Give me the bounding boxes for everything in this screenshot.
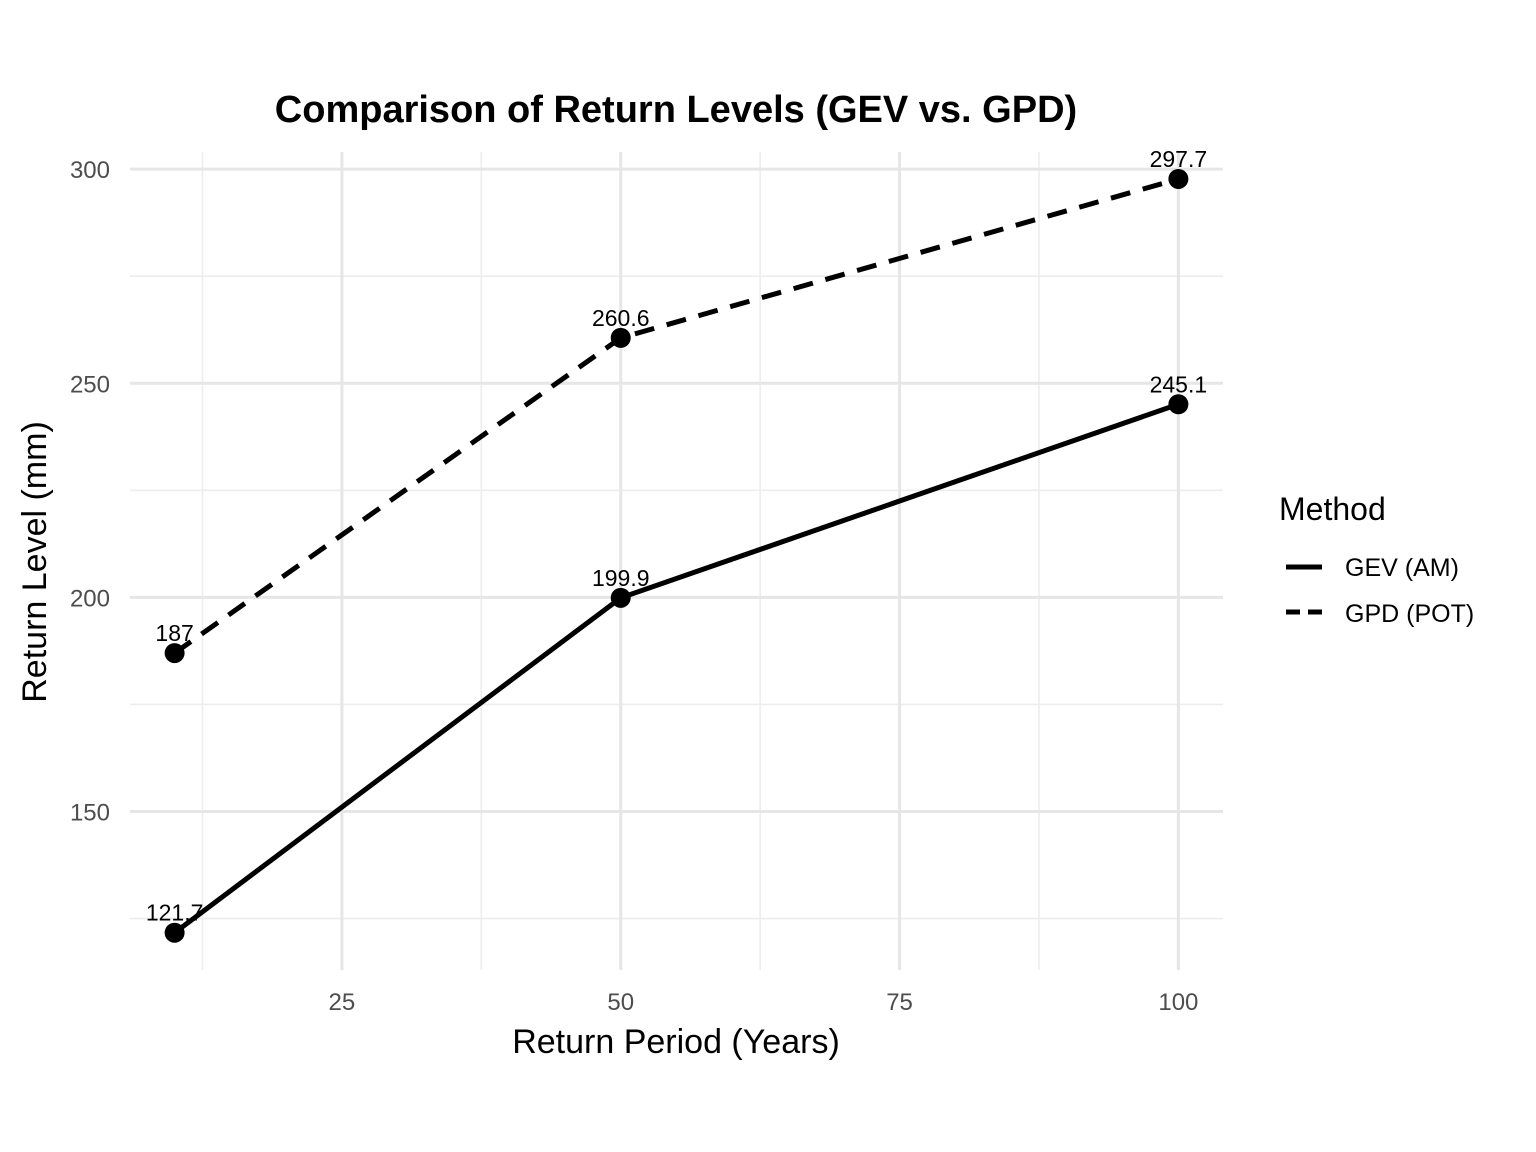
y-tick-label: 250: [70, 371, 110, 398]
x-tick-label: 50: [607, 989, 634, 1016]
series-line-gev: [173, 401, 1180, 935]
y-axis-ticks: 150 200 250 300: [70, 157, 110, 826]
y-tick-label: 150: [70, 800, 110, 827]
x-tick-label: 100: [1158, 989, 1198, 1016]
data-label: 260.6: [592, 305, 650, 331]
x-tick-label: 75: [886, 989, 913, 1016]
data-point: [1168, 168, 1189, 189]
data-label: 121.7: [146, 900, 204, 926]
y-tick-label: 300: [70, 157, 110, 184]
data-point: [610, 327, 631, 348]
y-tick-label: 200: [70, 585, 110, 612]
series-line-gpd: [173, 176, 1180, 656]
data-point: [610, 587, 631, 608]
y-axis-title: Return Level (mm): [16, 421, 54, 703]
chart-title: Comparison of Return Levels (GEV vs. GPD…: [275, 89, 1077, 131]
legend-title: Method: [1279, 491, 1386, 527]
x-tick-label: 25: [329, 989, 356, 1016]
x-axis-title: Return Period (Years): [512, 1023, 840, 1061]
legend: Method GEV (AM) GPD (POT): [1279, 491, 1474, 628]
data-label: 297.7: [1150, 146, 1208, 172]
grid: [130, 152, 1223, 970]
legend-label-gev: GEV (AM): [1345, 554, 1459, 582]
data-point: [1168, 394, 1189, 415]
x-axis-ticks: 25 50 75 100: [329, 989, 1199, 1016]
data-point: [164, 922, 185, 943]
data-labels: 121.7 199.9 245.1 187 260.6 297.7: [146, 146, 1207, 926]
data-points: [164, 168, 1189, 943]
series-lines: [173, 176, 1180, 935]
data-label: 199.9: [592, 565, 650, 591]
data-point: [164, 643, 185, 664]
data-label: 245.1: [1150, 371, 1208, 397]
legend-label-gpd: GPD (POT): [1345, 600, 1474, 628]
data-label: 187: [155, 620, 193, 646]
